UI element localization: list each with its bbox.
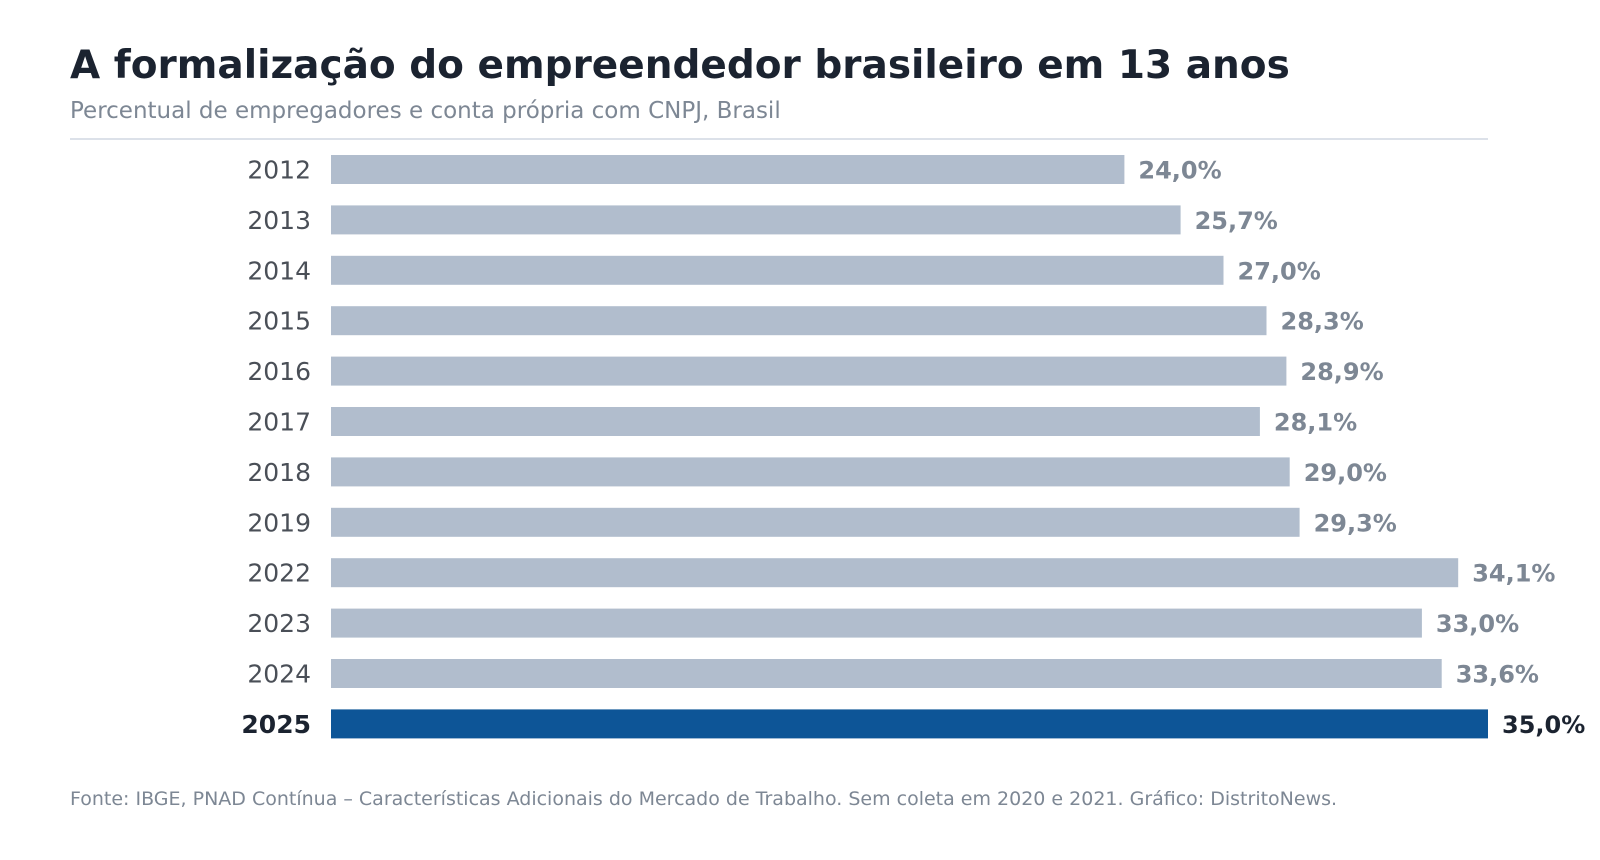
value-label-2025: 35,0% — [1502, 711, 1585, 739]
value-label-2022: 34,1% — [1472, 560, 1555, 588]
category-label-2019: 2019 — [247, 508, 311, 537]
chart-title: A formalização do empreendedor brasileir… — [70, 43, 1290, 88]
value-label-2015: 28,3% — [1281, 308, 1364, 336]
value-label-2023: 33,0% — [1436, 610, 1519, 638]
value-label-2012: 24,0% — [1138, 157, 1221, 185]
bar-2014 — [331, 255, 1224, 285]
category-label-2018: 2018 — [247, 458, 311, 487]
category-label-2015: 2015 — [247, 307, 311, 336]
category-label-2025: 2025 — [241, 710, 311, 739]
category-label-2013: 2013 — [247, 206, 311, 235]
bar-2019 — [331, 507, 1300, 537]
category-label-2012: 2012 — [247, 156, 311, 185]
category-label-2024: 2024 — [247, 660, 311, 689]
source-note: Fonte: IBGE, PNAD Contínua – Característ… — [70, 788, 1338, 810]
chart-subtitle: Percentual de empregadores e conta própr… — [70, 98, 781, 124]
bar-2015 — [331, 306, 1267, 336]
value-label-2019: 29,3% — [1314, 509, 1397, 537]
bar-2025 — [331, 709, 1488, 739]
value-label-2016: 28,9% — [1300, 358, 1383, 386]
category-label-2017: 2017 — [247, 408, 311, 437]
bar-2012 — [331, 155, 1125, 184]
bar-2017 — [331, 407, 1260, 436]
bar-2024 — [331, 659, 1442, 688]
bars-group: 2012 24,0% 2013 25,7% 2014 27,0% 2015 28,3% 2016… — [241, 155, 1585, 739]
category-label-2014: 2014 — [247, 256, 311, 285]
bar-2022 — [331, 558, 1459, 588]
value-label-2017: 28,1% — [1274, 409, 1357, 437]
value-label-2013: 25,7% — [1195, 207, 1278, 235]
bar-2018 — [331, 457, 1290, 487]
category-label-2016: 2016 — [247, 357, 311, 386]
bar-2013 — [331, 205, 1181, 235]
bar-2023 — [331, 608, 1422, 638]
category-label-2022: 2022 — [247, 559, 311, 588]
bar-2016 — [331, 356, 1287, 386]
value-label-2018: 29,0% — [1304, 459, 1387, 487]
category-label-2023: 2023 — [247, 609, 311, 638]
value-label-2014: 27,0% — [1238, 257, 1321, 285]
value-label-2024: 33,6% — [1456, 661, 1539, 689]
